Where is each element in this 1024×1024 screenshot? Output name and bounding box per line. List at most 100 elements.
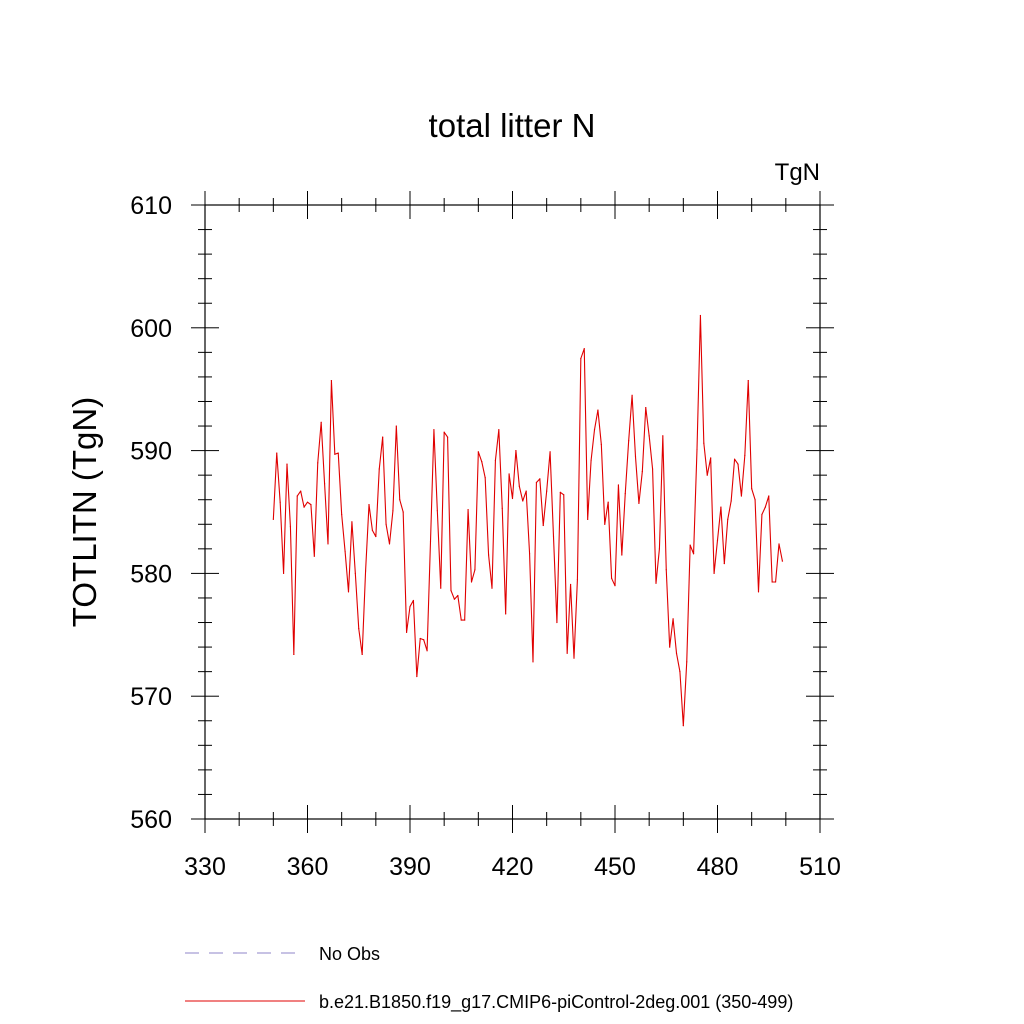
data-point <box>508 473 510 475</box>
data-point <box>764 506 766 508</box>
data-point <box>310 504 312 506</box>
data-point <box>607 501 609 503</box>
data-point <box>423 639 425 641</box>
data-point <box>740 495 743 497</box>
data-point <box>522 500 524 502</box>
data-point <box>382 436 384 438</box>
data-point <box>614 585 616 587</box>
x-tick-label: 510 <box>799 853 841 881</box>
data-point <box>467 508 469 511</box>
data-point <box>628 440 630 442</box>
legend-no-obs-label: No Obs <box>319 944 380 964</box>
data-point <box>351 521 353 523</box>
data-point <box>334 453 336 455</box>
data-point <box>648 435 650 437</box>
x-tick-label: 360 <box>287 853 329 881</box>
data-point <box>341 513 343 516</box>
x-tick-label: 450 <box>594 853 636 881</box>
data-point <box>388 543 391 545</box>
data-point <box>453 598 456 600</box>
data-point <box>641 470 643 473</box>
data-point <box>412 599 415 602</box>
data-point <box>713 572 715 575</box>
data-point <box>399 499 401 501</box>
data-point <box>733 458 736 460</box>
data-point <box>730 500 732 502</box>
y-tick-label: 610 <box>130 192 172 220</box>
data-point <box>556 621 558 624</box>
data-point <box>645 407 647 409</box>
data-point <box>515 450 517 452</box>
data-point <box>747 380 749 382</box>
data-point <box>276 452 278 454</box>
data-point <box>669 646 671 648</box>
data-point <box>655 582 657 584</box>
data-point <box>604 523 606 525</box>
data-point <box>706 474 708 476</box>
data-point <box>416 675 418 678</box>
data-point <box>511 497 514 500</box>
data-point <box>440 587 442 589</box>
data-point <box>484 477 486 479</box>
data-point <box>662 435 664 437</box>
series-points <box>272 314 784 727</box>
data-point <box>330 380 333 382</box>
data-point <box>481 461 483 463</box>
data-point <box>768 495 770 497</box>
data-point <box>634 456 637 458</box>
data-point <box>323 483 326 485</box>
data-point <box>501 507 503 509</box>
data-point <box>624 492 626 495</box>
data-point <box>703 442 705 444</box>
y-tick-labels: 560 570 580 590 600 610 <box>130 192 172 834</box>
data-point <box>313 555 315 557</box>
x-tick-label: 390 <box>389 853 431 881</box>
data-point <box>563 494 565 496</box>
data-point <box>679 671 681 673</box>
data-point <box>460 619 462 621</box>
data-point <box>781 560 784 562</box>
data-point <box>617 484 620 486</box>
y-axis-label: TOTLITN (TgN) <box>66 397 103 627</box>
data-point <box>279 501 281 503</box>
data-point <box>552 535 555 538</box>
data-point <box>587 518 589 520</box>
data-point <box>590 459 592 462</box>
data-point <box>344 550 346 552</box>
data-point <box>672 618 674 620</box>
data-point <box>535 481 538 484</box>
data-point <box>689 544 691 546</box>
data-point <box>282 572 285 575</box>
data-point <box>392 510 394 512</box>
x-tick-labels: 330 360 390 420 450 480 510 <box>184 853 841 881</box>
data-point <box>494 459 497 462</box>
data-point <box>751 488 753 490</box>
axis-ticks <box>191 191 834 833</box>
data-point <box>583 348 585 350</box>
data-point <box>699 314 702 317</box>
data-point <box>528 553 531 555</box>
y-tick-label: 590 <box>130 438 172 466</box>
data-point <box>754 499 756 501</box>
data-point <box>303 506 305 508</box>
data-point <box>405 631 408 633</box>
data-point <box>566 652 568 654</box>
data-point <box>433 429 435 431</box>
data-point <box>710 457 712 459</box>
data-point <box>658 548 661 550</box>
data-point <box>597 409 599 411</box>
legend: No Obs b.e21.B1850.f19_g17.CMIP6-piContr… <box>185 944 793 1013</box>
data-point <box>409 605 411 608</box>
data-point <box>371 529 374 532</box>
data-point <box>364 570 367 572</box>
data-point <box>737 463 739 465</box>
data-point <box>426 650 428 652</box>
data-point <box>300 490 302 492</box>
data-point <box>532 661 534 663</box>
data-point <box>306 501 309 503</box>
data-point <box>539 478 541 480</box>
data-point <box>757 591 760 593</box>
data-point <box>419 637 421 640</box>
x-tick-label: 330 <box>184 853 226 881</box>
